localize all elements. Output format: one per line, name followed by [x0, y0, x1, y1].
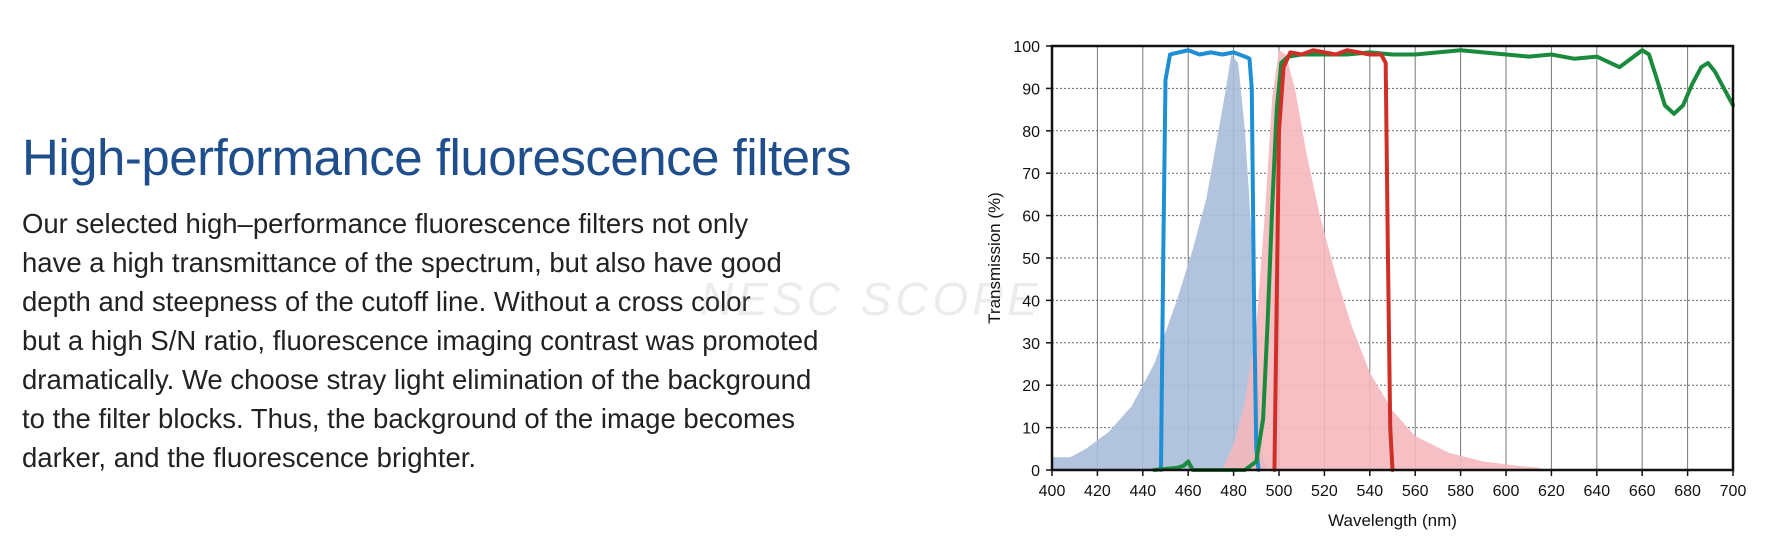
y-tick-label: 90 [1022, 81, 1040, 98]
x-tick-label: 480 [1220, 483, 1247, 500]
y-tick-label: 0 [1031, 463, 1040, 480]
x-tick-label: 460 [1175, 483, 1202, 500]
y-tick-label: 30 [1022, 336, 1040, 353]
y-tick-label: 20 [1022, 378, 1040, 395]
x-tick-label: 580 [1447, 483, 1474, 500]
paragraph-line: Our selected high–performance fluorescen… [22, 208, 749, 239]
page-title: High-performance fluorescence filters [22, 129, 852, 186]
filter-transmission-line [1272, 48, 1395, 472]
chart-lines [1152, 48, 1735, 472]
y-axis-label: Transmission (%) [985, 192, 1004, 324]
paragraph-line: depth and steepness of the cutoff line. … [22, 286, 751, 317]
x-tick-label: 520 [1311, 483, 1338, 500]
spectrum-area [1222, 50, 1541, 471]
x-tick-label: 640 [1583, 483, 1610, 500]
y-tick-label: 10 [1022, 421, 1040, 438]
x-tick-label: 540 [1356, 483, 1383, 500]
x-tick-label: 620 [1538, 483, 1565, 500]
x-tick-label: 600 [1493, 483, 1520, 500]
x-tick-label: 660 [1629, 483, 1656, 500]
x-tick-label: 700 [1720, 483, 1747, 500]
spectrum-area [1052, 54, 1268, 470]
y-tick-label: 80 [1022, 124, 1040, 141]
paragraph-line: darker, and the fluorescence brighter. [22, 442, 477, 473]
description-paragraph: Our selected high–performance fluorescen… [22, 204, 942, 477]
x-tick-label: 500 [1266, 483, 1293, 500]
paragraph-line: dramatically. We choose stray light elim… [22, 364, 812, 395]
paragraph-line: but a high S/N ratio, fluorescence imagi… [22, 325, 819, 356]
chart-areas [1052, 50, 1541, 471]
filter-transmission-line [1158, 48, 1261, 472]
x-tick-label: 420 [1084, 483, 1111, 500]
x-tick-label: 440 [1129, 483, 1156, 500]
filter-transmission-line [1152, 48, 1735, 472]
y-tick-label: 60 [1022, 209, 1040, 226]
y-tick-label: 70 [1022, 166, 1040, 183]
chart-ticks: 400 420 440 460 480 500 520 540 560 580 600 620 640 6… [1013, 39, 1746, 500]
paragraph-line: have a high transmittance of the spectru… [22, 247, 782, 278]
y-tick-label: 100 [1013, 39, 1040, 56]
x-tick-label: 560 [1402, 483, 1429, 500]
watermark: NESC SCOPE [700, 273, 1042, 325]
y-tick-label: 40 [1022, 293, 1040, 310]
x-tick-label: 400 [1039, 483, 1066, 500]
x-axis-label: Wavelength (nm) [1328, 511, 1457, 530]
x-tick-label: 680 [1674, 483, 1701, 500]
paragraph-line: to the filter blocks. Thus, the backgrou… [22, 403, 795, 434]
y-tick-label: 50 [1022, 251, 1040, 268]
